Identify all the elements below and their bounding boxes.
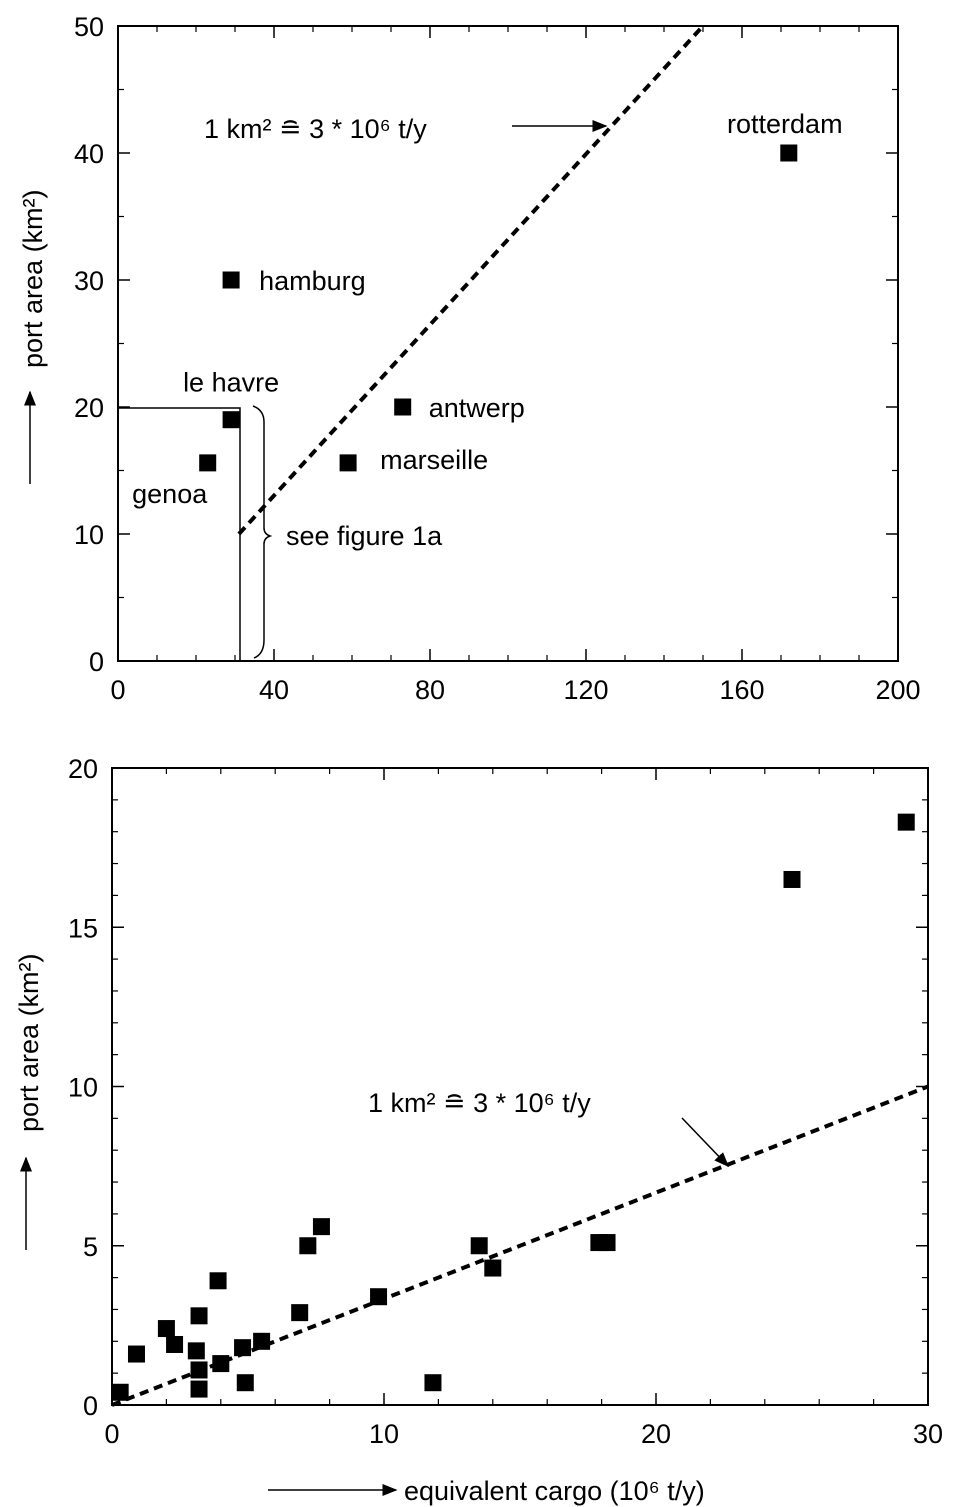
data-point xyxy=(212,1355,230,1373)
y-tick-label: 10 xyxy=(74,520,104,550)
data-point xyxy=(190,1307,208,1325)
point-label-le-havre: le havre xyxy=(183,368,279,398)
bottom-trend-label-arrow xyxy=(681,1117,730,1168)
data-point xyxy=(209,1272,227,1290)
point-label-rotterdam: rotterdam xyxy=(727,109,843,139)
data-point xyxy=(187,1342,205,1360)
data-point xyxy=(166,1335,184,1353)
point-label-marseille: marseille xyxy=(380,445,488,475)
y-tick-label: 5 xyxy=(83,1232,98,1262)
y-tick-label: 40 xyxy=(74,139,104,169)
top-tick-labels: 0 40 80 120 160 200 0 10 20 30 40 50 xyxy=(74,12,921,705)
top-axis-ticks xyxy=(117,25,899,662)
point-label-hamburg: hamburg xyxy=(259,266,366,296)
y-tick-label: 50 xyxy=(74,12,104,42)
data-point xyxy=(299,1237,317,1255)
top-chart: 0 40 80 120 160 200 0 10 20 30 40 50 port area (km²… xyxy=(18,12,921,705)
data-point-marseille xyxy=(339,454,357,472)
data-point-hamburg xyxy=(222,271,240,289)
x-tick-label: 160 xyxy=(719,675,764,705)
point-label-genoa: genoa xyxy=(132,479,208,509)
x-tick-label: 30 xyxy=(913,1419,943,1449)
data-point xyxy=(783,870,801,888)
x-tick-label: 0 xyxy=(110,675,125,705)
x-tick-label: 20 xyxy=(641,1419,671,1449)
data-point xyxy=(291,1304,309,1322)
x-tick-label: 200 xyxy=(875,675,920,705)
x-tick-label: 120 xyxy=(563,675,608,705)
top-point-labels: rotterdam hamburg le havre genoa antwerp mars… xyxy=(132,109,842,509)
data-point xyxy=(312,1218,330,1236)
y-tick-label: 20 xyxy=(68,754,98,784)
data-point xyxy=(236,1374,254,1392)
top-trend-label: 1 km² ≘ 3 * 10⁶ t/y xyxy=(204,114,427,144)
y-tick-label: 30 xyxy=(74,266,104,296)
data-point xyxy=(424,1374,442,1392)
data-point-antwerp xyxy=(394,398,412,416)
bottom-ylabel: port area (km²) xyxy=(14,953,44,1132)
data-point-le-havre xyxy=(222,411,240,429)
x-tick-label: 0 xyxy=(104,1419,119,1449)
data-point xyxy=(470,1237,488,1255)
data-point xyxy=(897,813,915,831)
top-trend-line xyxy=(237,24,705,536)
data-point-rotterdam xyxy=(780,144,798,162)
data-point xyxy=(157,1320,175,1338)
bottom-plot-frame xyxy=(111,767,929,1406)
y-tick-label: 0 xyxy=(89,647,104,677)
top-data-points xyxy=(199,144,798,472)
le-havre-region-outline xyxy=(118,407,241,661)
bottom-xlabel: equivalent cargo (10⁶ t/y) xyxy=(404,1476,705,1506)
see-figure-annotation: see figure 1a xyxy=(286,521,443,551)
bottom-chart: 0 10 20 30 0 5 10 15 20 port area (km²) equivale… xyxy=(14,754,943,1506)
bottom-axis-ticks xyxy=(111,767,929,1406)
bottom-tick-labels: 0 10 20 30 0 5 10 15 20 xyxy=(68,754,943,1449)
bottom-trend-line xyxy=(111,1084,929,1407)
data-point xyxy=(370,1288,388,1306)
data-point xyxy=(253,1332,271,1350)
point-label-antwerp: antwerp xyxy=(429,393,525,423)
bottom-trend-label: 1 km² ≘ 3 * 10⁶ t/y xyxy=(368,1088,591,1118)
data-point xyxy=(111,1383,129,1401)
y-tick-label: 20 xyxy=(74,393,104,423)
x-tick-label: 10 xyxy=(369,1419,399,1449)
le-havre-brace xyxy=(252,405,273,659)
x-tick-label: 80 xyxy=(415,675,445,705)
x-tick-label: 40 xyxy=(259,675,289,705)
top-ylabel: port area (km²) xyxy=(18,189,48,368)
data-point xyxy=(484,1259,502,1277)
data-point xyxy=(127,1345,145,1363)
data-point xyxy=(190,1380,208,1398)
data-point xyxy=(598,1234,616,1252)
y-tick-label: 10 xyxy=(68,1073,98,1103)
y-tick-label: 0 xyxy=(83,1391,98,1421)
data-point-genoa xyxy=(199,454,217,472)
data-point xyxy=(234,1339,252,1357)
y-tick-label: 15 xyxy=(68,913,98,943)
data-point xyxy=(190,1361,208,1379)
bottom-data-points xyxy=(111,813,915,1401)
